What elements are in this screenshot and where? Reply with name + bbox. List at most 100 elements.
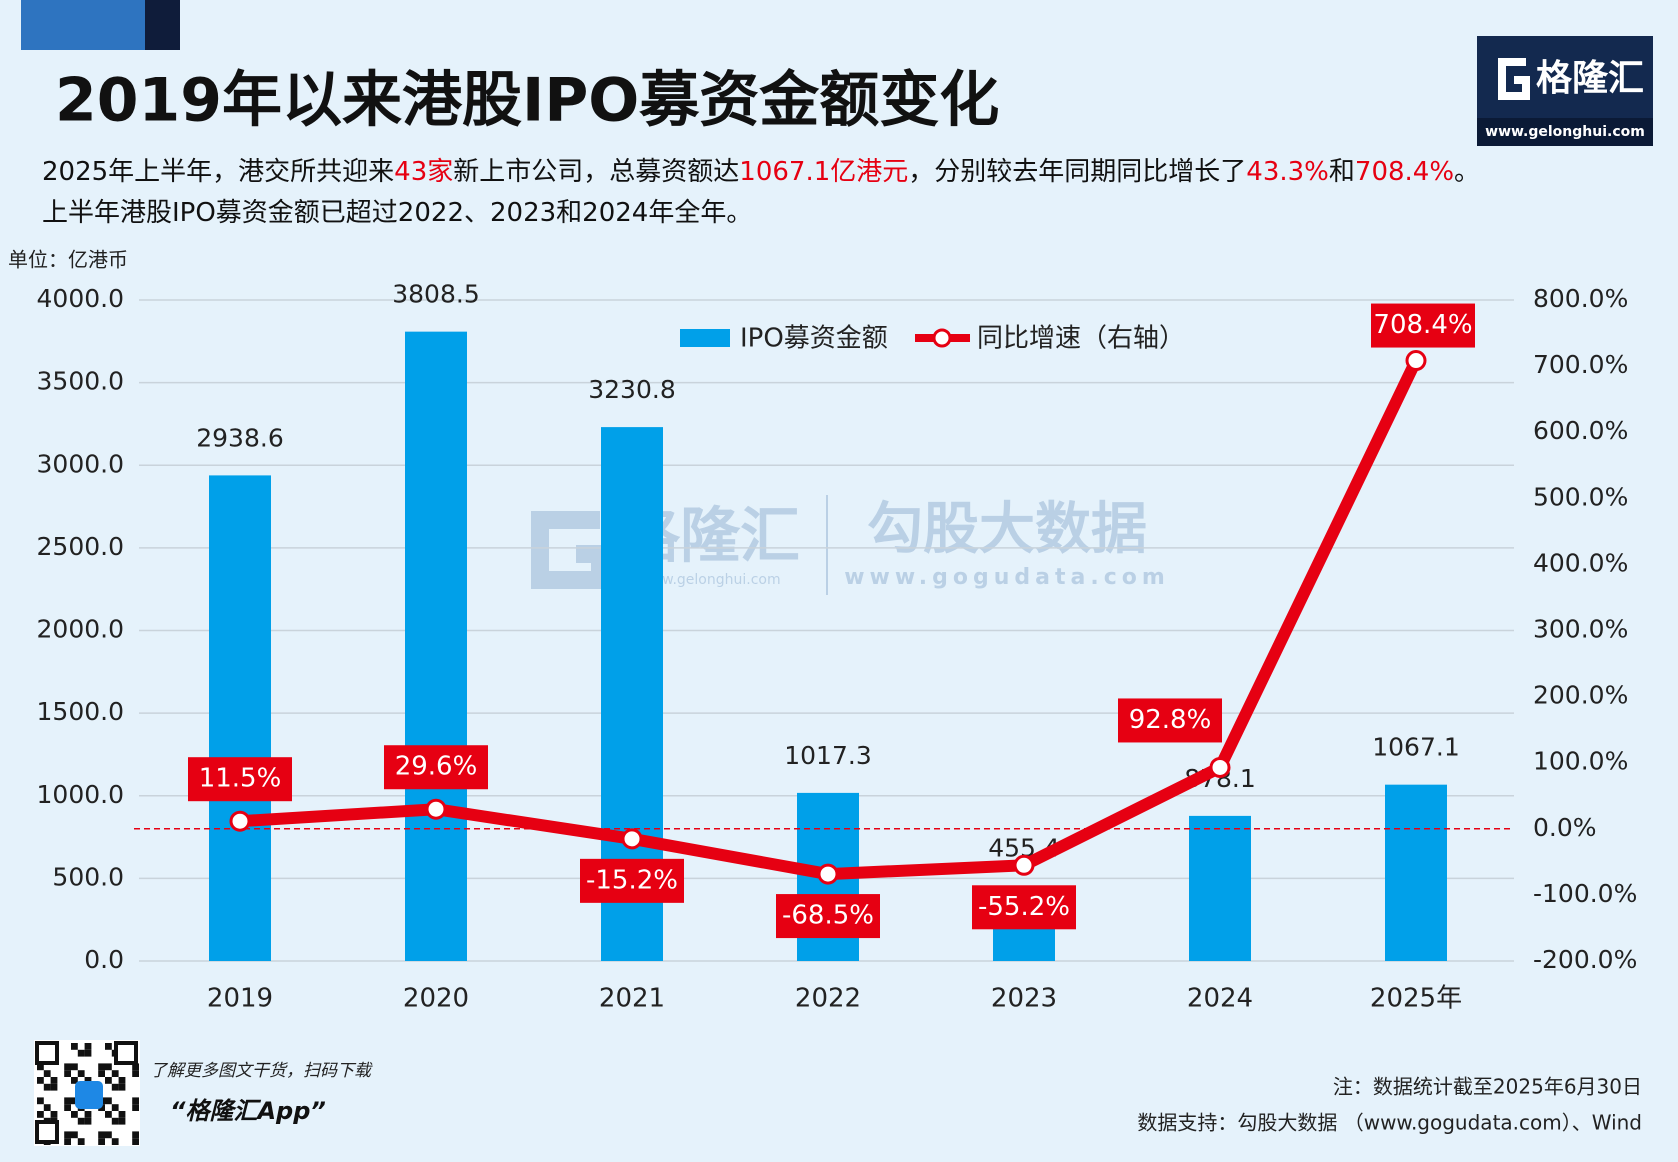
y-tick-label: 1500.0 bbox=[37, 697, 124, 726]
y-tick-label: 2000.0 bbox=[37, 615, 124, 644]
qr-cell bbox=[64, 1063, 71, 1071]
line-label: -55.2% bbox=[972, 885, 1076, 930]
qr-cell bbox=[84, 1111, 92, 1118]
line-label-box bbox=[1118, 698, 1222, 743]
qr-cell bbox=[98, 1131, 105, 1139]
qr-cell bbox=[111, 1138, 119, 1145]
qr-cell bbox=[71, 1043, 78, 1050]
chart-title: 2019年以来港股IPO募资金额变化 bbox=[55, 66, 999, 136]
qr-cell bbox=[64, 1070, 71, 1077]
y-tick-label: 4000.0 bbox=[37, 284, 124, 313]
y2-tick-label: 400.0% bbox=[1533, 548, 1628, 577]
qr-cell bbox=[50, 1111, 58, 1118]
qr-cell bbox=[84, 1077, 92, 1084]
legend-label: IPO募资金额 bbox=[740, 324, 888, 354]
x-tick-label: 2024 bbox=[1187, 984, 1253, 1014]
line-label-text: 29.6% bbox=[395, 752, 478, 782]
qr-cell bbox=[118, 1083, 126, 1091]
y-tick-label: 500.0 bbox=[52, 862, 124, 891]
subtitle: 上半年港股IPO募资金额已超过2022、2023和2024年全年。 bbox=[42, 198, 752, 228]
y2-tick-label: 0.0% bbox=[1533, 813, 1597, 842]
subtitle-part: 。 bbox=[1454, 157, 1480, 187]
qr-cell bbox=[71, 1111, 78, 1118]
bar bbox=[1189, 815, 1251, 961]
x-tick-label: 2025年 bbox=[1370, 984, 1462, 1014]
line-label: -68.5% bbox=[776, 894, 880, 939]
subtitle-part: 新上市公司，总募资额达 bbox=[453, 157, 739, 187]
y2-tick-label: 800.0% bbox=[1533, 284, 1628, 313]
y-tick-label: 3000.0 bbox=[37, 449, 124, 478]
logo-site: www.gelonghui.com bbox=[1485, 124, 1645, 140]
logo-strip bbox=[1477, 118, 1653, 146]
line-label-text: -15.2% bbox=[586, 865, 678, 895]
y2-tick-label: 300.0% bbox=[1533, 615, 1628, 644]
qr-cell bbox=[77, 1070, 85, 1077]
line-label-box bbox=[1371, 303, 1475, 348]
bar-label: 3230.8 bbox=[588, 375, 675, 404]
line-point bbox=[229, 810, 251, 832]
x-tick-label: 2020 bbox=[403, 984, 469, 1014]
note: 注：数据统计截至2025年6月30日 bbox=[1333, 1075, 1642, 1099]
bar-label: 3808.5 bbox=[392, 280, 479, 309]
qr-logo bbox=[75, 1081, 103, 1109]
y-tick-label: 1000.0 bbox=[37, 780, 124, 809]
line-label: 11.5% bbox=[188, 757, 292, 802]
qr-code bbox=[34, 1040, 140, 1146]
line-label: 92.8% bbox=[1118, 698, 1222, 743]
qr-cell bbox=[132, 1070, 139, 1077]
x-tick-label: 2023 bbox=[991, 984, 1057, 1014]
x-tick-label: 2022 bbox=[795, 984, 861, 1014]
source: 数据支持：勾股大数据 （www.gogudata.com）、Wind bbox=[1137, 1111, 1642, 1135]
line-label-text: -68.5% bbox=[782, 901, 874, 931]
qr-cell bbox=[111, 1117, 119, 1125]
qr-cell bbox=[64, 1097, 71, 1105]
line-label-text: -55.2% bbox=[978, 892, 1070, 922]
watermark-text: www.gelonghui.com bbox=[639, 572, 780, 588]
line-point bbox=[621, 828, 643, 850]
qr-cell bbox=[77, 1117, 85, 1125]
legend-swatch bbox=[680, 329, 730, 347]
qr-cell bbox=[43, 1070, 51, 1077]
legend: IPO募资金额 同比增速（右轴） bbox=[680, 324, 1185, 354]
line-label: -15.2% bbox=[580, 858, 684, 903]
qr-cell bbox=[118, 1117, 126, 1125]
qr-cell bbox=[37, 1063, 44, 1071]
qr-cell bbox=[132, 1063, 139, 1071]
y2-tick-label: -100.0% bbox=[1533, 879, 1637, 908]
y2-tick-label: 600.0% bbox=[1533, 416, 1628, 445]
qr-finder bbox=[35, 1120, 59, 1144]
line-label-text: 708.4% bbox=[1373, 310, 1472, 340]
qr-cell bbox=[132, 1138, 139, 1145]
qr-finder bbox=[114, 1041, 138, 1065]
line-label: 708.4% bbox=[1371, 303, 1475, 348]
qr-cell bbox=[111, 1083, 119, 1091]
qr-cell bbox=[118, 1077, 126, 1084]
qr-cell bbox=[37, 1111, 44, 1118]
qr-cell bbox=[71, 1077, 78, 1084]
subtitle-part: 1067.1亿港元 bbox=[739, 157, 908, 187]
qr-cell bbox=[64, 1104, 71, 1111]
qr-cell bbox=[71, 1063, 78, 1071]
app-name: “格隆汇App” bbox=[170, 1097, 326, 1125]
legend-swatch bbox=[932, 328, 952, 348]
decor bbox=[21, 0, 145, 50]
subtitle-part: ，分别较去年同期同比增长了 bbox=[908, 157, 1246, 187]
qr-cell bbox=[111, 1070, 119, 1077]
qr-cell bbox=[105, 1063, 112, 1071]
qr-cell bbox=[132, 1131, 139, 1139]
line-point bbox=[817, 863, 839, 885]
qr-cell bbox=[105, 1077, 112, 1084]
subtitle-part: 2025年上半年，港交所共迎来 bbox=[42, 157, 394, 187]
line-label-box bbox=[776, 894, 880, 939]
qr-cell bbox=[105, 1111, 112, 1118]
bar-label: 1067.1 bbox=[1372, 733, 1459, 762]
line-point bbox=[1405, 350, 1427, 372]
line-label: 29.6% bbox=[384, 745, 488, 790]
line-label-text: 92.8% bbox=[1129, 705, 1212, 735]
qr-cell bbox=[37, 1077, 44, 1084]
qr-cell bbox=[64, 1138, 71, 1145]
logo-text: 格隆汇 bbox=[1536, 58, 1644, 99]
bar bbox=[405, 331, 467, 961]
bar bbox=[1385, 784, 1447, 961]
qr-cell bbox=[77, 1049, 85, 1057]
